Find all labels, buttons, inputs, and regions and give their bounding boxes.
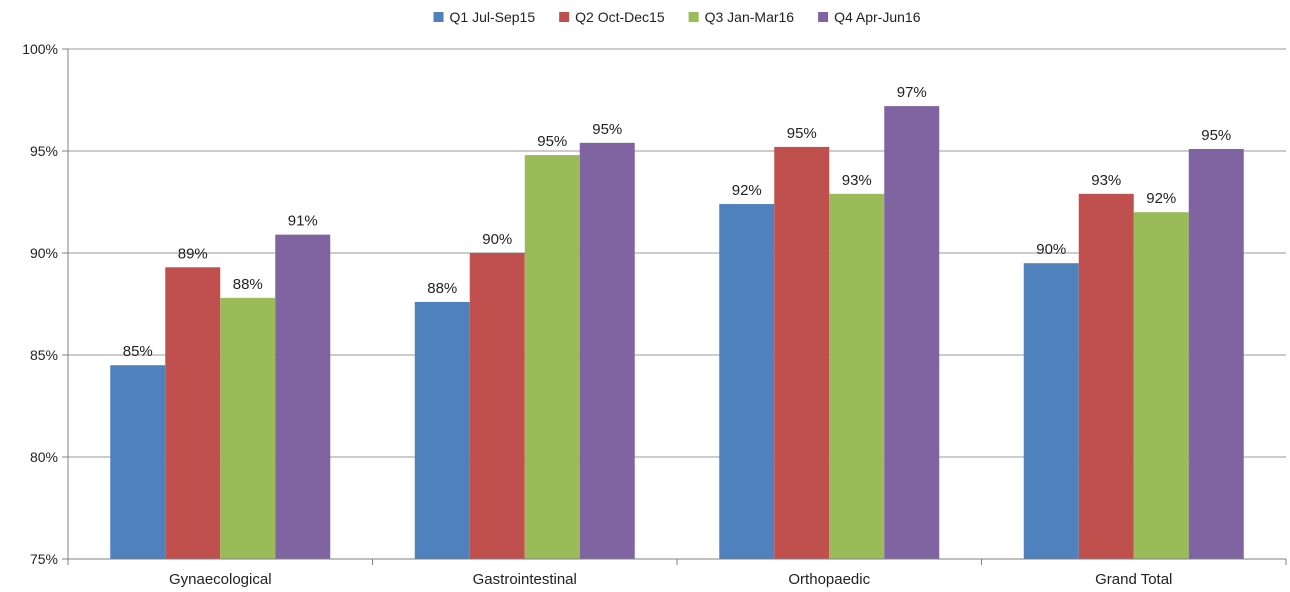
y-tick-label: 85%	[30, 347, 58, 363]
y-tick-label: 80%	[30, 449, 58, 465]
bar	[884, 106, 940, 560]
data-label: 93%	[1091, 172, 1121, 189]
y-tick-label: 100%	[22, 41, 58, 57]
data-label: 90%	[482, 231, 512, 248]
data-label: 88%	[427, 280, 457, 297]
data-label: 97%	[897, 84, 927, 101]
legend-swatch	[559, 12, 570, 22]
bar	[1023, 263, 1079, 559]
data-label: 95%	[787, 125, 817, 142]
bar	[220, 297, 276, 559]
x-tick-label: Grand Total	[1095, 571, 1172, 588]
y-tick-label: 95%	[30, 143, 58, 159]
data-label: 89%	[178, 245, 208, 262]
bar	[469, 253, 525, 559]
legend: Q1 Jul-Sep15 Q2 Oct-Dec15 Q3 Jan-Mar16 Q4 A…	[433, 9, 921, 25]
bar	[579, 142, 635, 559]
legend-swatch	[433, 12, 444, 22]
bar	[275, 234, 331, 559]
legend-label: Q4 Apr-Jun16	[834, 9, 921, 25]
data-label: 91%	[288, 213, 318, 230]
x-tick-label: Gynaecological	[169, 571, 272, 588]
data-label: 92%	[1146, 190, 1176, 207]
bar	[165, 267, 221, 559]
bar	[774, 146, 830, 560]
y-tick-label: 75%	[30, 551, 58, 567]
data-labels: 85% 89% 88% 91% 88% 90% 95% 95% 92% 95% 93% 97% 90% 9…	[123, 84, 1232, 360]
bar	[414, 301, 470, 559]
data-label: 95%	[592, 121, 622, 138]
data-label: 93%	[842, 172, 872, 189]
bar	[1188, 148, 1244, 559]
legend-label: Q3 Jan-Mar16	[705, 9, 795, 25]
y-tick-label: 90%	[30, 245, 58, 261]
bar	[110, 365, 166, 559]
x-tick-label: Gastrointestinal	[473, 571, 577, 588]
data-label: 95%	[537, 133, 567, 150]
data-label: 92%	[732, 182, 762, 199]
legend-label: Q1 Jul-Sep15	[450, 9, 536, 25]
bar	[1133, 212, 1189, 559]
bar	[829, 193, 885, 559]
data-label: 85%	[123, 343, 153, 360]
legend-label: Q2 Oct-Dec15	[575, 9, 665, 25]
data-label: 95%	[1201, 127, 1231, 144]
x-tick-label: Orthopaedic	[788, 571, 870, 588]
legend-swatch	[818, 12, 829, 22]
bar	[1078, 193, 1134, 559]
bar	[524, 155, 580, 559]
bars	[110, 106, 1244, 560]
data-label: 88%	[233, 276, 263, 293]
bar	[719, 204, 775, 560]
legend-swatch	[688, 12, 699, 22]
axes: 75% 80% 85% 90% 95% 100% Gynaecological Gastroi…	[22, 41, 1287, 588]
data-label: 90%	[1036, 241, 1066, 258]
